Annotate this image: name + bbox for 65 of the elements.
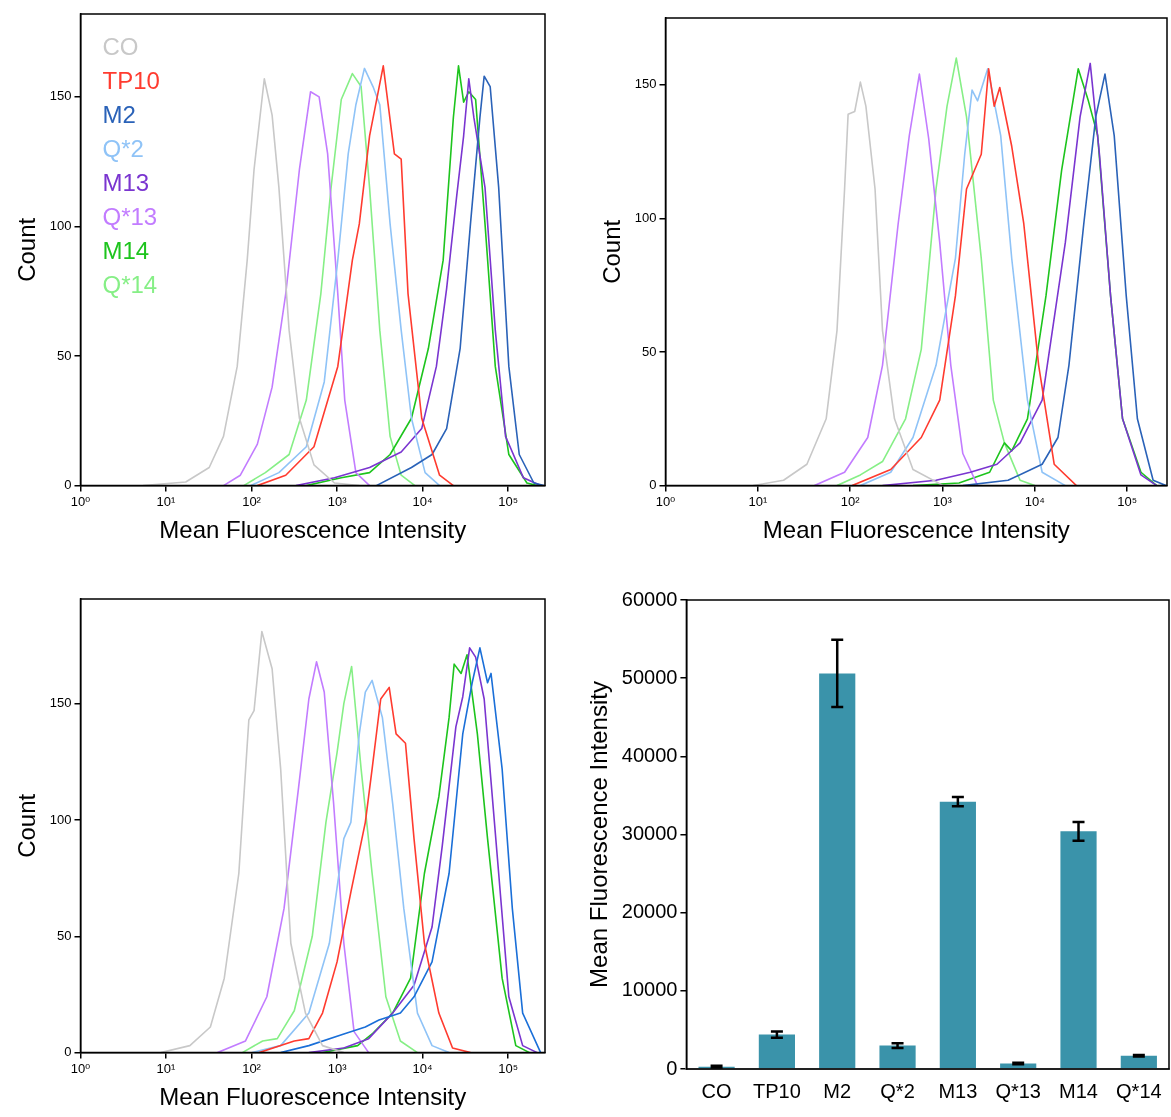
y-axis-title: Count [598,219,626,284]
x-tick-label: 10⁴ [412,493,433,509]
text: M2 [102,100,136,128]
x-tick-label: 10² [242,493,262,509]
y-tick-label: 10000 [621,978,678,1001]
x-tick-label: 10⁵ [1117,493,1138,509]
text: Q*13 [102,202,158,230]
x-tick-label: 10³ [327,493,348,509]
y-tick-label: 0 [666,1056,678,1079]
x-tick-label: M14 [1059,1079,1098,1102]
bar [1060,831,1097,1069]
y-tick-label: 100 [49,811,72,827]
y-tick-label: 50000 [621,665,678,688]
y-tick-label: 150 [634,76,657,92]
bar [819,673,856,1069]
x-tick-label: 10¹ [156,493,177,509]
y-tick-label: 50 [57,347,72,363]
y-axis-title: Mean Fluorescence Intensity [585,681,613,988]
x-tick-label: 10⁵ [498,1060,519,1076]
y-tick-label: 50 [57,927,72,943]
text: Q*2 [102,134,144,162]
x-axis-title: Mean Fluorescence Intensity [159,1083,467,1111]
x-tick-label: M2 [823,1079,852,1102]
x-tick-label: 10⁰ [70,1060,91,1076]
x-tick-label: M13 [938,1079,978,1102]
x-tick-label: CO [701,1079,732,1102]
x-tick-label: Q*14 [1116,1079,1162,1102]
x-tick-label: 10³ [933,493,953,509]
x-tick-label: 10⁰ [655,493,676,509]
x-axis-title: Mean Fluorescence Intensity [159,516,467,544]
x-tick-label: Q*13 [995,1079,1041,1102]
x-tick-label: Q*2 [880,1079,915,1102]
x-tick-label: 10³ [327,1060,348,1076]
y-tick-label: 150 [49,88,72,104]
y-tick-label: 50 [642,343,657,359]
bar [1120,1055,1157,1069]
y-tick-label: 0 [649,477,657,493]
x-tick-label: 10⁴ [1024,493,1045,509]
y-tick-label: 0 [64,1044,72,1060]
y-axis-title: Count [13,217,41,282]
x-tick-label: 10⁴ [412,1060,433,1076]
x-tick-label: 10⁵ [498,493,519,509]
bar [939,801,976,1069]
x-tick-label: 10¹ [156,1060,177,1076]
bar [758,1034,795,1069]
text: Q*14 [102,270,158,298]
y-tick-label: 100 [634,209,657,225]
y-axis-title: Count [13,793,41,858]
bar [879,1045,916,1069]
y-tick-label: 0 [64,477,72,493]
x-tick-label: 10² [840,493,861,509]
y-tick-label: 40000 [621,743,678,766]
y-tick-label: 150 [49,695,72,711]
y-tick-label: 60000 [621,587,678,610]
text: M13 [102,168,150,196]
x-tick-label: 10² [242,1060,262,1076]
x-tick-label: TP10 [752,1079,801,1102]
y-tick-label: 20000 [621,900,678,923]
x-tick-label: 10¹ [748,493,768,509]
x-tick-label: 10⁰ [70,493,91,509]
text: M14 [102,236,150,264]
y-tick-label: 100 [49,218,72,234]
text: TP10 [102,66,160,94]
x-axis-title: Mean Fluorescence Intensity [762,516,1070,544]
y-tick-label: 30000 [621,822,678,845]
